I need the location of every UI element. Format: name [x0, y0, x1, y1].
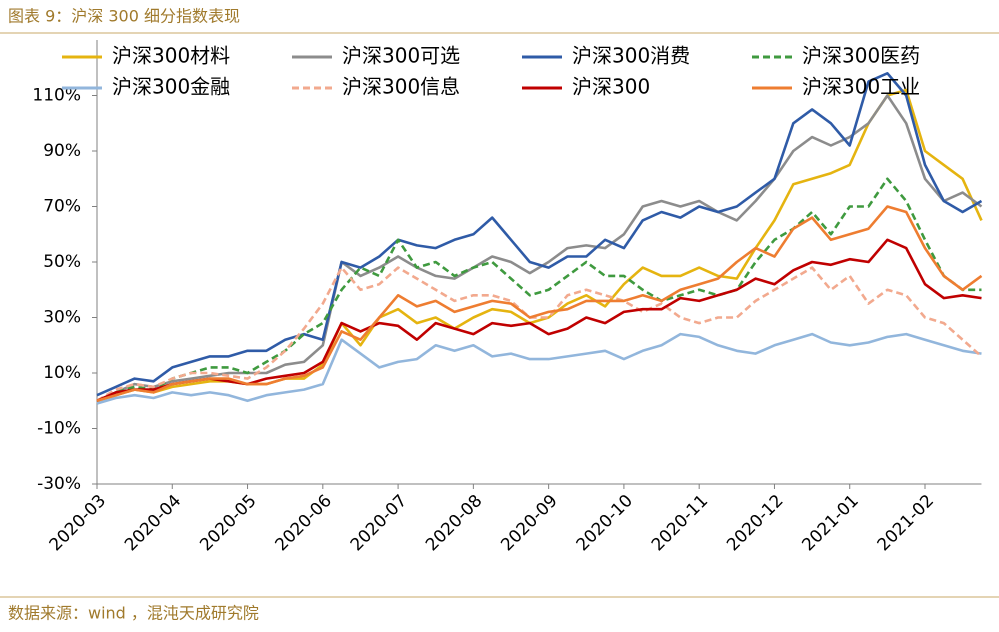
x-tick-label: 2020-07	[347, 491, 411, 555]
y-tick-label: -10%	[37, 419, 81, 439]
series-line	[96, 72, 983, 397]
y-tick-label: 30%	[43, 308, 81, 328]
chart-title: 图表 9：沪深 300 细分指数表现	[8, 7, 240, 26]
x-tick-label: 2020-08	[422, 491, 486, 555]
y-tick-label: -30%	[37, 474, 81, 494]
legend-label: 沪深300	[572, 75, 650, 99]
legend-label: 沪深300消费	[572, 44, 690, 68]
legend-label: 沪深300信息	[342, 75, 460, 99]
series-line	[96, 266, 983, 402]
source-note: 数据来源：wind ，混沌天成研究院	[8, 604, 259, 623]
y-tick-label: 50%	[43, 252, 81, 272]
legend-label: 沪深300可选	[342, 44, 460, 68]
legend-label: 沪深300材料	[112, 44, 230, 68]
series-line	[96, 332, 982, 405]
y-tick-label: 10%	[43, 363, 81, 383]
series-line	[96, 205, 983, 403]
series-line	[96, 177, 982, 402]
x-tick-label: 2020-06	[272, 491, 336, 555]
x-tick-label: 2020-12	[723, 491, 787, 555]
y-tick-label: 110%	[32, 86, 81, 106]
y-tick-label: 90%	[43, 141, 81, 161]
x-tick-label: 2020-05	[196, 491, 260, 555]
y-tick-label: 70%	[43, 197, 81, 217]
x-tick-label: 2020-04	[121, 491, 185, 555]
x-tick-label: 2021-01	[798, 491, 862, 555]
x-tick-label: 2020-11	[648, 491, 712, 555]
legend-label: 沪深300工业	[802, 75, 920, 99]
legend-label: 沪深300金融	[112, 75, 230, 99]
x-tick-label: 2020-10	[573, 491, 637, 555]
x-tick-label: 2020-03	[46, 491, 110, 555]
x-tick-label: 2021-02	[874, 491, 938, 555]
legend-label: 沪深300医药	[802, 44, 920, 68]
x-tick-label: 2020-09	[497, 491, 561, 555]
